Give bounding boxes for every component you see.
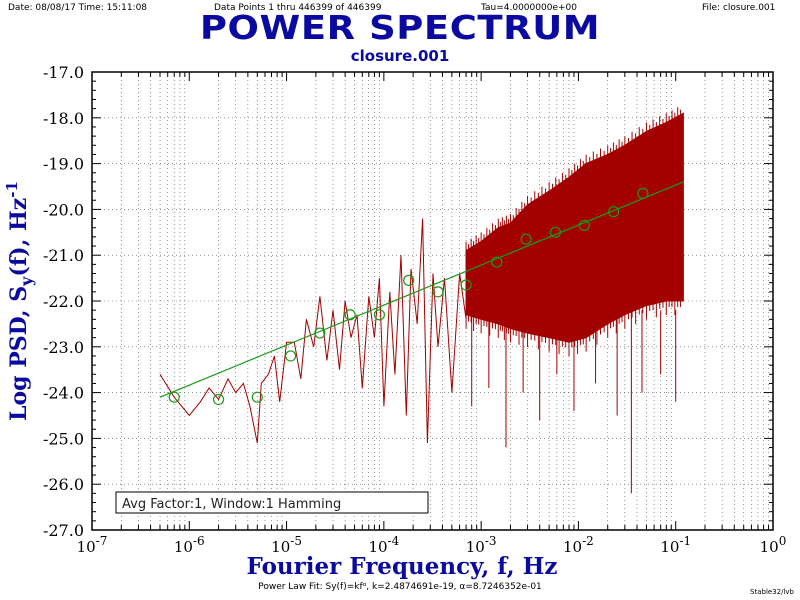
data-layer	[159, 107, 684, 494]
x-tick-label: 10-4	[368, 534, 399, 556]
averaged-point-marker	[520, 233, 532, 245]
y-tick-label: -23.0	[43, 338, 84, 357]
y-tick-label: -17.0	[43, 63, 84, 82]
x-tick-label: 10-1	[660, 534, 691, 556]
y-tick-label: -19.0	[43, 155, 84, 174]
x-tick-label: 10-5	[271, 534, 302, 556]
header-file: File: closure.001	[702, 3, 776, 13]
y-tick-label: -25.0	[43, 429, 84, 448]
brand-text: Stable32/lvb	[750, 588, 794, 596]
y-tick-label: -20.0	[43, 200, 84, 219]
y-tick-label: -24.0	[43, 384, 84, 403]
legend-box-text: Avg Factor:1, Window:1 Hamming	[122, 497, 341, 512]
averaged-point-marker	[608, 206, 620, 218]
y-tick-label: -18.0	[43, 109, 84, 128]
legend-box	[115, 491, 429, 514]
power-law-fit-text: Power Law Fit: Sy(f)=kfᵅ, k=2.4874691e-1…	[258, 582, 542, 592]
x-tick-label: 10-7	[77, 534, 108, 556]
header-date-time: Date: 08/08/17 Time: 15:11:08	[8, 3, 148, 13]
y-tick-label: -26.0	[43, 475, 84, 494]
tick-labels: 10-7 10-6 10-5 10-4 10-3 10-2 10-1 100 -17.0 -18.…	[43, 63, 786, 556]
chart-subtitle: closure.001	[350, 47, 450, 65]
y-tick-label: -21.0	[43, 246, 84, 265]
x-tick-label: 10-3	[466, 534, 497, 556]
y-tick-label: -27.0	[43, 521, 84, 540]
averaged-point-marker	[373, 309, 386, 321]
header-tau: Tau=4.0000000e+00	[481, 3, 577, 13]
y-axis-title-group: Log PSD, Sy(f), Hz-1	[3, 181, 36, 421]
averaged-point-marker	[578, 219, 590, 232]
y-tick-label: -22.0	[43, 292, 84, 311]
x-axis-title: Fourier Frequency, f, Hz	[247, 553, 558, 580]
y-axis-title: Log PSD, Sy(f), Hz-1	[3, 181, 36, 421]
averaged-point-marker	[344, 309, 356, 321]
averaged-point-marker	[491, 256, 503, 268]
power-law-fit-line	[159, 181, 684, 398]
averaged-point-marker	[403, 274, 415, 286]
averaged-point-marker	[460, 279, 472, 291]
header-data-points: Data Points 1 thru 446399 of 446399	[214, 3, 382, 13]
averaged-point-marker	[212, 393, 225, 406]
averaged-point-marker	[284, 350, 297, 362]
averaged-point-marker	[637, 187, 649, 199]
tick-marks	[91, 71, 773, 531]
averaged-point-marker	[168, 391, 180, 403]
averaged-point-marker	[432, 286, 444, 298]
x-tick-label: 100	[760, 534, 787, 556]
x-tick-label: 10-6	[174, 534, 205, 556]
averaged-point-marker	[251, 391, 263, 403]
x-tick-label: 10-2	[563, 534, 594, 556]
spectrum-line-low-freq	[159, 218, 467, 444]
averaged-point-marker	[549, 226, 562, 238]
averaged-point-marker	[314, 327, 326, 339]
chart-title: POWER SPECTRUM	[199, 8, 601, 47]
